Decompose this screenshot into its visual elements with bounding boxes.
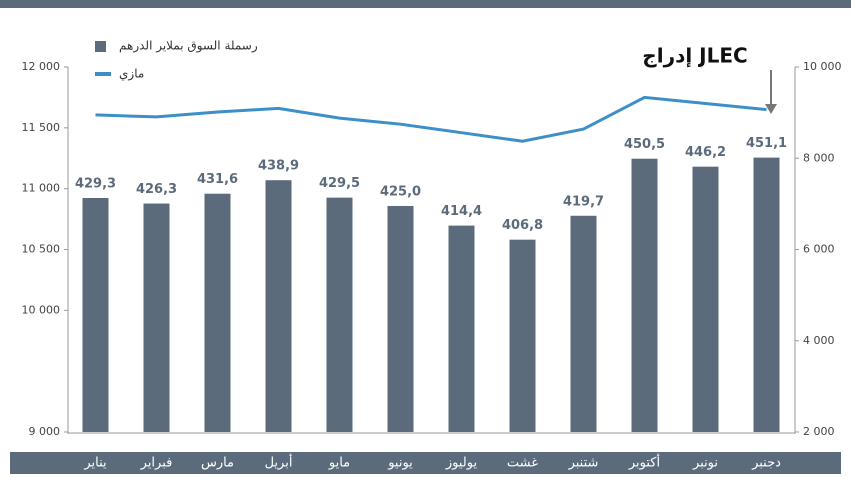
legend-swatch (95, 72, 111, 76)
y2-tick-label: 2 000 (803, 425, 835, 438)
value-label: 451,1 (746, 136, 787, 151)
category-band (10, 452, 841, 474)
bar (387, 205, 414, 432)
y-tick-label: 9 000 (29, 425, 61, 438)
annotation: إدراج JLEC (642, 44, 747, 68)
x-tick-label: يناير (83, 456, 107, 471)
value-label: 450,5 (624, 137, 665, 152)
x-tick-label: أبريل (265, 454, 293, 471)
line (95, 95, 767, 143)
value-label: 431,6 (197, 172, 238, 187)
bar (570, 215, 597, 432)
legend-swatch (95, 41, 106, 52)
y2-tick-label: 10 000 (803, 60, 842, 73)
value-label: 425,0 (380, 184, 421, 199)
x-tick-label: نونبر (692, 456, 718, 471)
value-label: 429,5 (319, 176, 360, 191)
bar (753, 157, 780, 433)
bar (265, 180, 292, 432)
value-label: 414,4 (441, 204, 482, 219)
x-tick-label: مارس (201, 456, 234, 471)
y2-tick-label: 8 000 (803, 151, 835, 164)
value-label: 426,3 (136, 182, 177, 197)
bar (509, 239, 536, 432)
top-band (0, 0, 851, 8)
bar (692, 166, 719, 432)
x-tick-label: أكتوبر (628, 454, 660, 471)
bar (326, 197, 353, 432)
bar (204, 193, 231, 432)
value-label: 446,2 (685, 145, 726, 160)
annotation-arrowhead (765, 104, 777, 114)
bar (143, 203, 170, 432)
x-tick-label: شتنبر (568, 456, 599, 471)
legend-label: مازي (119, 67, 144, 82)
value-label: 429,3 (75, 176, 116, 191)
x-tick-label: غشت (507, 456, 538, 471)
x-tick-label: يونيو (387, 456, 413, 471)
y-tick-label: 11 500 (22, 121, 61, 134)
bar (448, 225, 475, 432)
value-label: 438,9 (258, 159, 299, 174)
y-tick-label: 11 000 (22, 182, 61, 195)
y2-tick-label: 6 000 (803, 243, 835, 256)
bar (82, 197, 109, 432)
y-tick-label: 10 000 (22, 303, 61, 316)
value-label: 406,8 (502, 218, 543, 233)
legend-label: رسملة السوق بملاير الدرهم (119, 39, 258, 54)
x-tick-label: مايو (328, 456, 350, 471)
bar (631, 158, 658, 432)
x-tick-label: دجنبر (751, 456, 781, 471)
x-tick-label: يوليوز (445, 456, 478, 471)
value-label: 419,7 (563, 194, 604, 209)
y-tick-label: 10 500 (22, 243, 61, 256)
y-tick-label: 12 000 (22, 60, 61, 73)
y2-tick-label: 4 000 (803, 334, 835, 347)
x-tick-label: فبراير (140, 456, 173, 471)
